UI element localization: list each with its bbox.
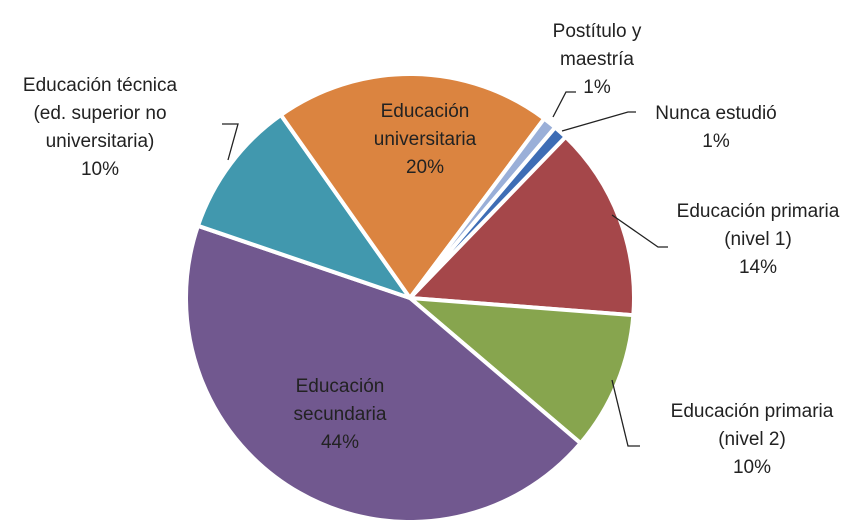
leader-line (561, 111, 636, 132)
value-label: 1% (702, 131, 730, 152)
value-label: 10% (732, 457, 772, 478)
category-label: Nunca estudió (655, 103, 777, 124)
leader-line (552, 91, 576, 118)
pie-slice (278, 72, 547, 300)
category-label: Educación primaria (nivel 2) (670, 401, 834, 450)
category-label: Educación técnica (ed. superior no unive… (22, 75, 178, 152)
pie-slice (408, 134, 636, 318)
category-label: Educación primaria (nivel 1) (676, 201, 840, 250)
slice-label: Educación primaria (nivel 1) 14% (663, 198, 853, 282)
slice-label: Educación secundaria 44% (265, 373, 415, 457)
value-label: 10% (80, 159, 120, 180)
slice-label: Educación primaria (nivel 2) 10% (657, 398, 847, 482)
value-label: 14% (738, 257, 778, 278)
category-label: Educación secundaria (293, 376, 387, 425)
slice-label: Postítulo y maestría 1% (537, 18, 657, 102)
pie-slice (408, 125, 568, 300)
slice-label: Nunca estudió 1% (636, 100, 796, 156)
category-label: Educación universitaria (373, 101, 477, 150)
pie-slice (195, 112, 412, 300)
value-label: 44% (320, 432, 360, 453)
leader-line (222, 123, 239, 161)
slice-label: Educación universitaria 20% (355, 98, 495, 182)
pie-slice (184, 223, 583, 520)
value-label: 1% (583, 77, 611, 98)
pie-slice (408, 296, 636, 446)
category-label: Postítulo y maestría (552, 21, 642, 70)
leader-line (611, 214, 668, 248)
value-label: 20% (405, 157, 445, 178)
slice-label: Educación técnica (ed. superior no unive… (5, 72, 195, 184)
leader-line (611, 379, 640, 447)
